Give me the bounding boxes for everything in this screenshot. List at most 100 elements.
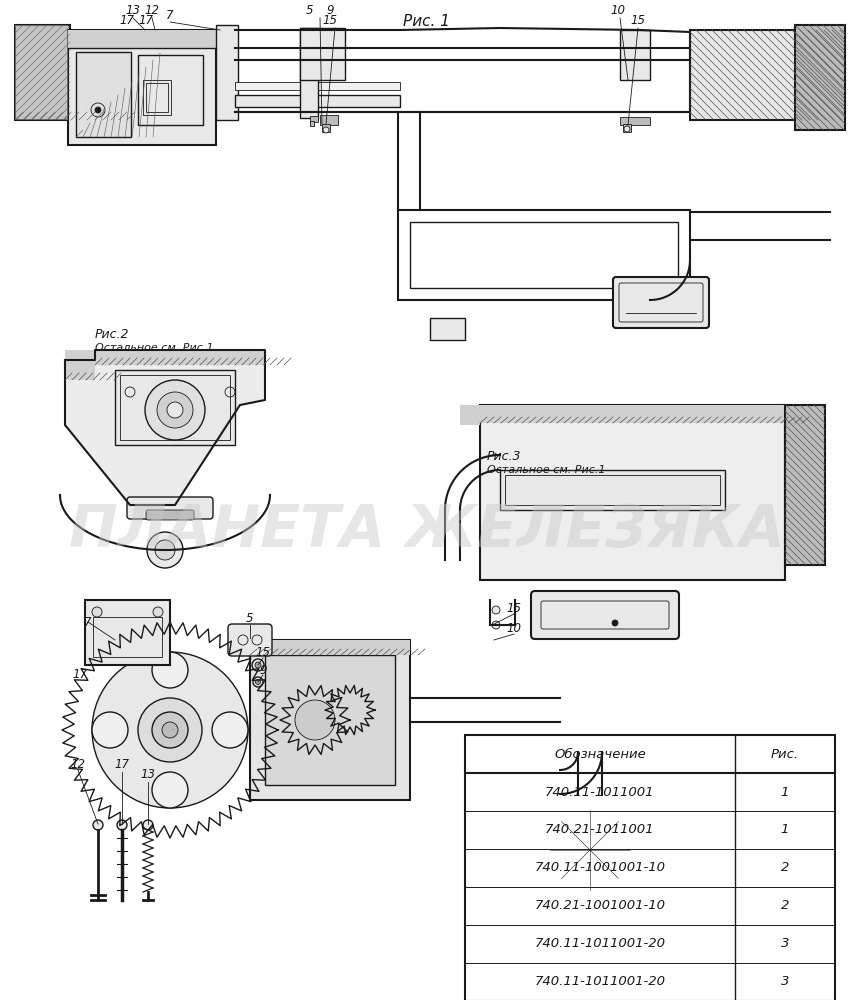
- Bar: [146, 83, 168, 112]
- Polygon shape: [479, 405, 784, 423]
- Text: 17: 17: [138, 14, 154, 27]
- Circle shape: [624, 126, 630, 132]
- Bar: [619, 117, 649, 125]
- Circle shape: [145, 380, 205, 440]
- Circle shape: [491, 606, 499, 614]
- Bar: [310, 121, 314, 126]
- Text: 2: 2: [780, 861, 788, 874]
- Bar: [310, 116, 317, 122]
- Bar: [794, 25, 844, 130]
- Text: 13: 13: [125, 4, 141, 17]
- Text: 17: 17: [73, 668, 87, 682]
- Polygon shape: [479, 405, 784, 580]
- Circle shape: [92, 607, 102, 617]
- Text: 3: 3: [780, 975, 788, 988]
- Text: 17: 17: [119, 14, 134, 27]
- Bar: [76, 52, 131, 137]
- Bar: [430, 318, 464, 340]
- Text: Остальное см. Рис.1: Остальное см. Рис.1: [95, 343, 213, 353]
- Polygon shape: [15, 25, 68, 120]
- Text: Рис.3: Рис.3: [486, 450, 521, 463]
- Circle shape: [539, 800, 639, 900]
- Circle shape: [252, 659, 264, 671]
- Text: 9: 9: [326, 4, 334, 17]
- Text: 12: 12: [144, 4, 160, 17]
- Text: 15: 15: [630, 14, 645, 27]
- Polygon shape: [794, 25, 844, 130]
- Text: 15: 15: [506, 601, 521, 614]
- Bar: [138, 55, 203, 125]
- Circle shape: [252, 677, 263, 687]
- FancyBboxPatch shape: [228, 624, 272, 656]
- FancyBboxPatch shape: [567, 908, 612, 920]
- Text: 740.21-1011001: 740.21-1011001: [544, 823, 654, 836]
- Bar: [142, 80, 171, 115]
- Text: 1: 1: [780, 786, 788, 798]
- Circle shape: [153, 607, 163, 617]
- Bar: [85, 600, 170, 665]
- Circle shape: [152, 652, 188, 688]
- FancyBboxPatch shape: [146, 510, 194, 520]
- Bar: [250, 640, 409, 800]
- Bar: [235, 95, 399, 107]
- Text: 740.11-1001001-10: 740.11-1001001-10: [534, 861, 664, 874]
- Bar: [397, 210, 689, 300]
- Text: Рис.: Рис.: [770, 747, 798, 760]
- Circle shape: [138, 698, 202, 762]
- Text: Рис. 1: Рис. 1: [403, 14, 450, 29]
- Bar: [320, 115, 338, 125]
- Text: ПЛАНЕТА ЖЕЛЕЗЯКА: ПЛАНЕТА ЖЕЛЕЗЯКА: [69, 502, 784, 558]
- Text: Остальное см. Рис.1: Остальное см. Рис.1: [486, 465, 605, 475]
- Text: 2: 2: [780, 899, 788, 912]
- Bar: [479, 405, 784, 580]
- Circle shape: [212, 712, 247, 748]
- Text: 7: 7: [84, 615, 91, 628]
- Circle shape: [92, 712, 128, 748]
- Text: 740.11-1011001-20: 740.11-1011001-20: [534, 975, 664, 988]
- Circle shape: [255, 680, 260, 684]
- Circle shape: [162, 722, 177, 738]
- Text: 10: 10: [610, 4, 624, 17]
- Bar: [619, 30, 649, 80]
- Text: 12: 12: [71, 758, 85, 772]
- Polygon shape: [689, 30, 844, 120]
- Polygon shape: [65, 350, 264, 505]
- Bar: [93, 617, 162, 657]
- Circle shape: [93, 820, 103, 830]
- Text: 9: 9: [259, 664, 266, 676]
- Bar: [409, 222, 677, 288]
- Text: 740.21-1001001-10: 740.21-1001001-10: [534, 899, 664, 912]
- Circle shape: [152, 712, 188, 748]
- Polygon shape: [250, 640, 409, 655]
- Circle shape: [154, 540, 175, 560]
- Bar: [216, 25, 238, 120]
- Circle shape: [612, 620, 618, 626]
- Bar: [15, 25, 70, 120]
- Circle shape: [95, 107, 101, 113]
- Polygon shape: [65, 350, 95, 380]
- FancyBboxPatch shape: [531, 591, 678, 639]
- Polygon shape: [68, 30, 216, 48]
- Circle shape: [157, 392, 193, 428]
- Text: 13: 13: [141, 768, 155, 782]
- Circle shape: [322, 127, 328, 133]
- Bar: [115, 370, 235, 445]
- Polygon shape: [784, 405, 824, 565]
- Bar: [784, 405, 824, 565]
- FancyBboxPatch shape: [612, 277, 708, 328]
- Text: Обозначение: Обозначение: [554, 747, 645, 760]
- Circle shape: [147, 532, 183, 568]
- Bar: [689, 30, 844, 120]
- Text: 1: 1: [780, 823, 788, 836]
- Text: 740.11-1011001-20: 740.11-1011001-20: [534, 937, 664, 950]
- Bar: [235, 82, 399, 90]
- Text: 740.11-1011001: 740.11-1011001: [544, 786, 654, 798]
- Bar: [299, 28, 345, 80]
- Circle shape: [142, 820, 153, 830]
- Text: Рис.2: Рис.2: [95, 328, 130, 341]
- Bar: [623, 124, 630, 132]
- Circle shape: [491, 621, 499, 629]
- Circle shape: [294, 700, 334, 740]
- Text: 17: 17: [114, 758, 130, 772]
- Text: 15: 15: [255, 646, 270, 658]
